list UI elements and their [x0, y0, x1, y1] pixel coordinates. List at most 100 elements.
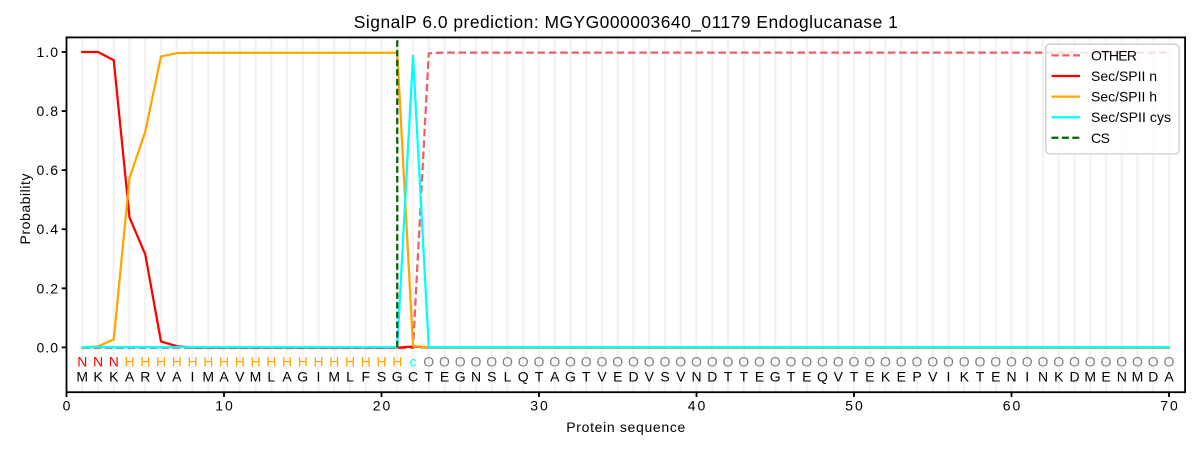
svg-text:A: A [550, 368, 560, 384]
svg-text:O: O [518, 354, 529, 370]
svg-text:A: A [1164, 368, 1174, 384]
svg-text:O: O [455, 354, 466, 370]
svg-text:1.0: 1.0 [37, 44, 59, 60]
svg-text:O: O [880, 354, 891, 370]
svg-text:O: O [975, 354, 986, 370]
svg-text:H: H [140, 354, 150, 370]
svg-text:0.4: 0.4 [37, 221, 59, 237]
svg-text:40: 40 [688, 398, 706, 414]
svg-text:S: S [487, 368, 496, 384]
svg-text:O: O [1053, 354, 1064, 370]
svg-text:O: O [471, 354, 482, 370]
svg-text:H: H [124, 354, 134, 370]
svg-text:O: O [1022, 354, 1033, 370]
svg-text:O: O [439, 354, 450, 370]
svg-text:O: O [723, 354, 734, 370]
svg-text:T: T [850, 368, 859, 384]
svg-text:0: 0 [63, 398, 71, 414]
svg-text:V: V [156, 368, 166, 384]
svg-text:OTHER: OTHER [1091, 47, 1137, 63]
svg-text:D: D [1069, 368, 1079, 384]
svg-text:M: M [1132, 368, 1144, 384]
svg-text:A: A [219, 368, 229, 384]
svg-text:M: M [250, 368, 262, 384]
svg-text:c: c [410, 354, 417, 370]
svg-text:O: O [660, 354, 671, 370]
svg-text:O: O [1006, 354, 1017, 370]
svg-text:T: T [739, 368, 748, 384]
svg-text:V: V [834, 368, 844, 384]
svg-text:N: N [1006, 368, 1016, 384]
svg-text:O: O [644, 354, 655, 370]
svg-text:O: O [912, 354, 923, 370]
svg-text:D: D [707, 368, 717, 384]
svg-text:0.8: 0.8 [37, 103, 59, 119]
svg-text:S: S [660, 368, 669, 384]
svg-text:G: G [297, 368, 308, 384]
svg-text:H: H [250, 354, 260, 370]
svg-text:Protein sequence: Protein sequence [566, 419, 685, 435]
svg-text:0.6: 0.6 [37, 162, 59, 178]
svg-text:E: E [865, 368, 874, 384]
svg-text:V: V [645, 368, 655, 384]
svg-text:E: E [1101, 368, 1110, 384]
svg-text:O: O [1038, 354, 1049, 370]
svg-text:G: G [392, 368, 403, 384]
svg-text:K: K [109, 368, 119, 384]
svg-text:0.2: 0.2 [37, 280, 59, 296]
svg-text:O: O [1148, 354, 1159, 370]
svg-text:E: E [991, 368, 1000, 384]
svg-text:H: H [266, 354, 276, 370]
svg-text:O: O [486, 354, 497, 370]
svg-text:O: O [1101, 354, 1112, 370]
svg-text:T: T [787, 368, 796, 384]
svg-text:N: N [691, 368, 701, 384]
svg-text:K: K [881, 368, 891, 384]
svg-text:L: L [504, 368, 512, 384]
svg-text:50: 50 [845, 398, 863, 414]
svg-text:T: T [976, 368, 985, 384]
svg-text:60: 60 [1003, 398, 1021, 414]
svg-text:V: V [676, 368, 686, 384]
svg-text:O: O [1116, 354, 1127, 370]
svg-text:M: M [202, 368, 214, 384]
svg-text:O: O [1132, 354, 1143, 370]
svg-text:I: I [317, 368, 321, 384]
svg-text:G: G [565, 368, 576, 384]
svg-text:O: O [990, 354, 1001, 370]
svg-text:S: S [377, 368, 386, 384]
svg-text:H: H [329, 354, 339, 370]
svg-text:O: O [581, 354, 592, 370]
svg-text:G: G [455, 368, 466, 384]
svg-text:O: O [549, 354, 560, 370]
svg-text:E: E [613, 368, 622, 384]
svg-text:N: N [77, 354, 87, 370]
svg-text:E: E [897, 368, 906, 384]
svg-text:N: N [109, 354, 119, 370]
svg-text:C: C [408, 368, 418, 384]
svg-text:SignalP 6.0 prediction: MGYG00: SignalP 6.0 prediction: MGYG000003640_01… [354, 12, 898, 32]
svg-text:O: O [864, 354, 875, 370]
svg-text:N: N [1117, 368, 1127, 384]
svg-text:Sec/SPII n: Sec/SPII n [1091, 68, 1157, 84]
svg-text:O: O [849, 354, 860, 370]
svg-text:O: O [833, 354, 844, 370]
svg-text:O: O [423, 354, 434, 370]
svg-text:O: O [786, 354, 797, 370]
svg-text:N: N [471, 368, 481, 384]
svg-text:D: D [1148, 368, 1158, 384]
svg-text:H: H [203, 354, 213, 370]
svg-text:K: K [1054, 368, 1064, 384]
svg-text:H: H [156, 354, 166, 370]
svg-text:O: O [565, 354, 576, 370]
svg-text:O: O [927, 354, 938, 370]
svg-text:E: E [440, 368, 449, 384]
svg-text:Q: Q [518, 368, 529, 384]
svg-text:20: 20 [373, 398, 391, 414]
svg-text:H: H [313, 354, 323, 370]
svg-text:M: M [1084, 368, 1096, 384]
svg-text:V: V [597, 368, 607, 384]
svg-text:10: 10 [215, 398, 233, 414]
svg-text:O: O [691, 354, 702, 370]
svg-text:A: A [282, 368, 292, 384]
